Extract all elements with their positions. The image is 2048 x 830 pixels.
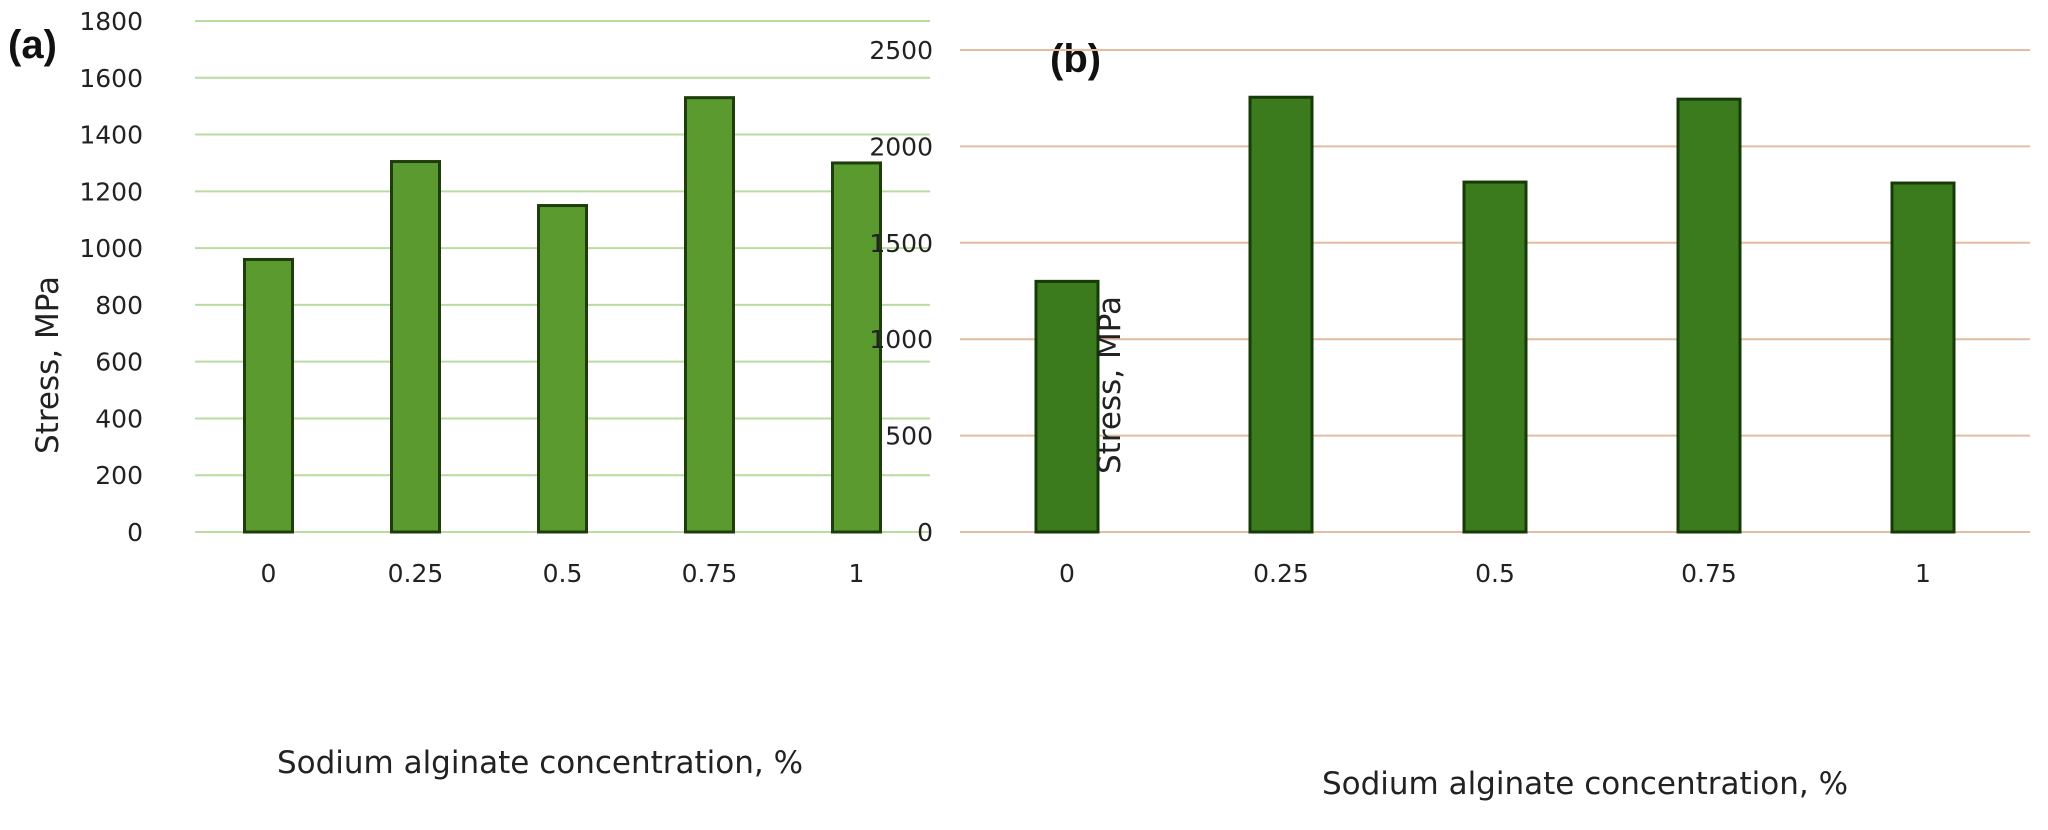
y-tick-label-b: 500 [885, 422, 933, 451]
y-tick-label-a: 1400 [79, 121, 143, 150]
y-ticks-b: 0 500 1000 1500 2000 2500 [869, 36, 933, 547]
x-axis-title-b: Sodium alginate concentration, % [1322, 766, 1848, 802]
y-axis-title-b: Stress, MPa [1092, 296, 1128, 474]
bar-a [684, 96, 735, 534]
bar-a [537, 204, 588, 534]
y-tick-label-a: 400 [95, 404, 143, 433]
panel-label-b: (b) [1050, 37, 1101, 81]
bar-b [1462, 180, 1528, 534]
x-tick-label-a: 1 [849, 559, 865, 588]
chart-panel-b: (b) 0 500 1000 1500 2000 2500 0 0.25 0.5 0.75 1 S… [869, 36, 2030, 802]
x-tick-label-b: 0.25 [1253, 559, 1309, 588]
y-tick-label-a: 1200 [79, 177, 143, 206]
y-tick-label-a: 800 [95, 291, 143, 320]
x-tick-label-a: 0.25 [388, 559, 444, 588]
y-tick-label-a: 1800 [79, 7, 143, 36]
bar-a [243, 257, 294, 534]
y-tick-label-b: 1000 [869, 325, 933, 354]
x-tick-label-b: 0.75 [1681, 559, 1737, 588]
y-ticks-a: 0 200 400 600 800 1000 1200 1400 1600 1800 [79, 7, 143, 547]
x-tick-label-a: 0.75 [682, 559, 738, 588]
bar-a [390, 160, 441, 534]
x-tick-label-a: 0 [261, 559, 277, 588]
bar-b [1890, 181, 1956, 534]
bar-b [1676, 97, 1742, 534]
y-tick-label-a: 1600 [79, 64, 143, 93]
y-tick-label-b: 1500 [869, 229, 933, 258]
y-tick-label-a: 1000 [79, 234, 143, 263]
y-tick-label-a: 200 [95, 461, 143, 490]
y-tick-label-b: 2000 [869, 132, 933, 161]
y-tick-label-a: 600 [95, 348, 143, 377]
bar-a [831, 161, 882, 534]
x-axis-title-a: Sodium alginate concentration, % [277, 745, 803, 781]
bars-b [1034, 95, 1956, 534]
x-tick-label-b: 0.5 [1475, 559, 1515, 588]
x-ticks-b: 0 0.25 0.5 0.75 1 [1059, 559, 1931, 588]
bar-b [1034, 279, 1100, 534]
panel-label-a: (a) [8, 23, 57, 67]
x-tick-label-b: 0 [1059, 559, 1075, 588]
x-ticks-a: 0 0.25 0.5 0.75 1 [261, 559, 865, 588]
bar-b [1248, 95, 1314, 534]
x-tick-label-b: 1 [1915, 559, 1931, 588]
y-tick-label-a: 0 [127, 518, 143, 547]
y-tick-label-b: 0 [917, 518, 933, 547]
bars-a [243, 96, 882, 534]
x-tick-label-a: 0.5 [543, 559, 583, 588]
y-tick-label-b: 2500 [869, 36, 933, 65]
y-axis-title-a: Stress, MPa [30, 276, 66, 454]
